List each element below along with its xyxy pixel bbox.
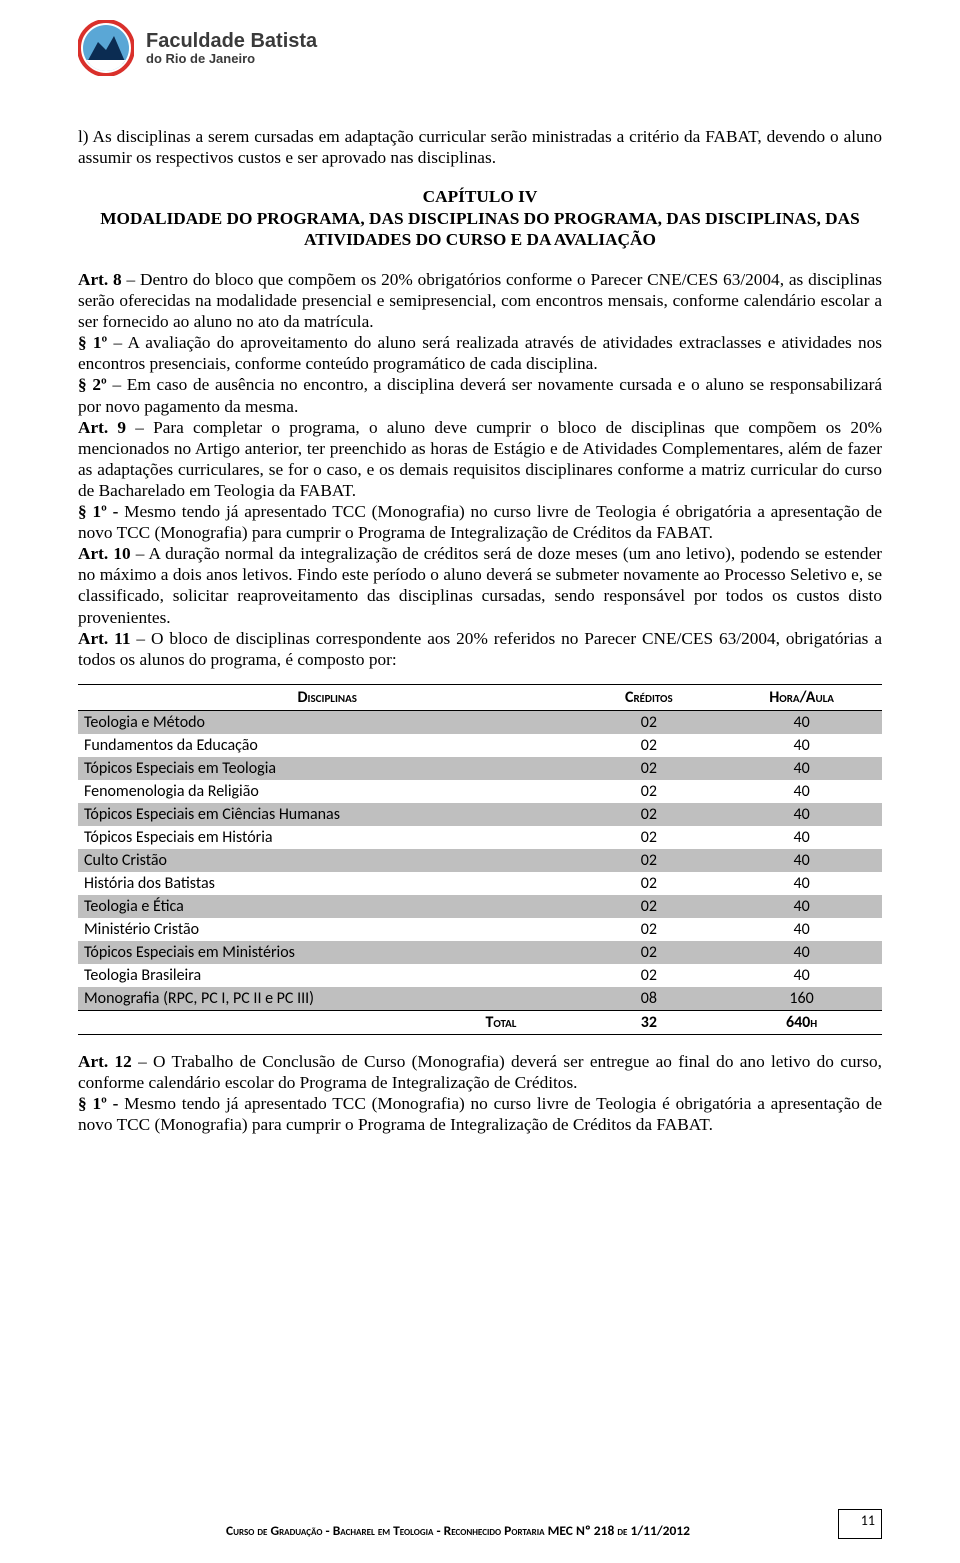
p1b-text: Mesmo tendo já apresentado TCC (Monograf… (78, 502, 882, 542)
cell-creditos: 02 (576, 734, 721, 757)
table-row: Teologia e Ética0240 (78, 895, 882, 918)
table-row: Tópicos Especiais em Ciências Humanas024… (78, 803, 882, 826)
cell-hora: 40 (721, 780, 882, 803)
total-creditos: 32 (576, 1010, 721, 1034)
body-text: Art. 8 – Dentro do bloco que compõem os … (78, 269, 882, 670)
p1c-label: § 1º - (78, 1094, 118, 1113)
art10-label: Art. 10 (78, 544, 131, 563)
th-disciplinas: Disciplinas (78, 684, 576, 710)
p1a-text: – A avaliação do aproveitamento do aluno… (78, 333, 882, 373)
cell-disciplina: Fundamentos da Educação (78, 734, 576, 757)
art11-label: Art. 11 (78, 629, 130, 648)
cell-disciplina: Ministério Cristão (78, 918, 576, 941)
cell-hora: 160 (721, 987, 882, 1011)
cell-creditos: 02 (576, 757, 721, 780)
table-row: Teologia Brasileira0240 (78, 964, 882, 987)
cell-creditos: 02 (576, 895, 721, 918)
cell-creditos: 02 (576, 849, 721, 872)
cell-disciplina: Tópicos Especiais em Teologia (78, 757, 576, 780)
table-row: Fundamentos da Educação0240 (78, 734, 882, 757)
page-header: Faculdade Batista do Rio de Janeiro (78, 20, 882, 76)
cell-hora: 40 (721, 895, 882, 918)
cell-creditos: 02 (576, 964, 721, 987)
cell-hora: 40 (721, 803, 882, 826)
disciplinas-table: Disciplinas Créditos Hora/Aula Teologia … (78, 684, 882, 1035)
art8-label: Art. 8 (78, 270, 122, 289)
table-row: Monografia (RPC, PC I, PC II e PC III)08… (78, 987, 882, 1011)
art12-text: – O Trabalho de Conclusão de Curso (Mono… (78, 1052, 882, 1092)
cell-disciplina: Teologia e Ética (78, 895, 576, 918)
page-number: 11 (838, 1509, 882, 1539)
art8-text: – Dentro do bloco que compõem os 20% obr… (78, 270, 882, 331)
cell-hora: 40 (721, 849, 882, 872)
total-label: Total (78, 1010, 576, 1034)
logo-icon (78, 20, 134, 76)
cell-creditos: 02 (576, 826, 721, 849)
cell-disciplina: Tópicos Especiais em Ministérios (78, 941, 576, 964)
intro-paragraph: l) As disciplinas a serem cursadas em ad… (78, 126, 882, 168)
th-hora-aula: Hora/Aula (721, 684, 882, 710)
cell-disciplina: Culto Cristão (78, 849, 576, 872)
brand-block: Faculdade Batista do Rio de Janeiro (146, 30, 317, 66)
cell-creditos: 02 (576, 918, 721, 941)
cell-disciplina: Teologia e Método (78, 710, 576, 734)
art10-text: – A duração normal da integralização de … (78, 544, 882, 626)
cell-disciplina: Tópicos Especiais em História (78, 826, 576, 849)
chapter-line1: CAPÍTULO IV (78, 186, 882, 208)
cell-hora: 40 (721, 757, 882, 780)
total-hora: 640h (721, 1010, 882, 1034)
art12-label: Art. 12 (78, 1052, 132, 1071)
cell-disciplina: Teologia Brasileira (78, 964, 576, 987)
cell-disciplina: Tópicos Especiais em Ciências Humanas (78, 803, 576, 826)
cell-hora: 40 (721, 734, 882, 757)
table-row: História dos Batistas0240 (78, 872, 882, 895)
art9-label: Art. 9 (78, 418, 126, 437)
cell-hora: 40 (721, 941, 882, 964)
cell-creditos: 02 (576, 872, 721, 895)
table-row: Tópicos Especiais em Teologia0240 (78, 757, 882, 780)
cell-hora: 40 (721, 826, 882, 849)
cell-creditos: 02 (576, 941, 721, 964)
cell-hora: 40 (721, 710, 882, 734)
cell-creditos: 08 (576, 987, 721, 1011)
p2a-label: § 2º (78, 375, 107, 394)
chapter-line2: MODALIDADE DO PROGRAMA, DAS DISCIPLINAS … (78, 208, 882, 251)
cell-hora: 40 (721, 964, 882, 987)
table-header-row: Disciplinas Créditos Hora/Aula (78, 684, 882, 710)
cell-disciplina: Monografia (RPC, PC I, PC II e PC III) (78, 987, 576, 1011)
cell-creditos: 02 (576, 803, 721, 826)
cell-disciplina: História dos Batistas (78, 872, 576, 895)
brand-subtitle: do Rio de Janeiro (146, 52, 317, 66)
cell-creditos: 02 (576, 780, 721, 803)
cell-disciplina: Fenomenologia da Religião (78, 780, 576, 803)
table-row: Teologia e Método0240 (78, 710, 882, 734)
chapter-heading: CAPÍTULO IV MODALIDADE DO PROGRAMA, DAS … (78, 186, 882, 251)
table-row: Tópicos Especiais em História0240 (78, 826, 882, 849)
table-row: Tópicos Especiais em Ministérios0240 (78, 941, 882, 964)
p2a-text: – Em caso de ausência no encontro, a dis… (78, 375, 882, 415)
after-table-text: Art. 12 – O Trabalho de Conclusão de Cur… (78, 1051, 882, 1135)
cell-creditos: 02 (576, 710, 721, 734)
table-row: Fenomenologia da Religião0240 (78, 780, 882, 803)
page-footer: Curso de Graduação - Bacharel em Teologi… (78, 1509, 882, 1539)
th-creditos: Créditos (576, 684, 721, 710)
table-row: Ministério Cristão0240 (78, 918, 882, 941)
table-row: Culto Cristão0240 (78, 849, 882, 872)
table-total-row: Total32640h (78, 1010, 882, 1034)
cell-hora: 40 (721, 918, 882, 941)
p1c-text: Mesmo tendo já apresentado TCC (Monograf… (78, 1094, 882, 1134)
footer-text: Curso de Graduação - Bacharel em Teologi… (78, 1522, 838, 1539)
art9-text: – Para completar o programa, o aluno dev… (78, 418, 882, 500)
p1b-label: § 1º - (78, 502, 118, 521)
p1a-label: § 1º (78, 333, 107, 352)
brand-title: Faculdade Batista (146, 30, 317, 52)
cell-hora: 40 (721, 872, 882, 895)
art11-text: – O bloco de disciplinas correspondente … (78, 629, 882, 669)
